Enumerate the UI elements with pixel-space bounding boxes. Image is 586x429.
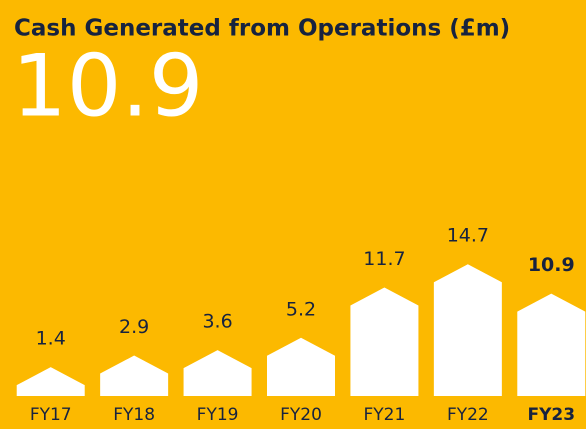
bar — [517, 293, 586, 396]
bar — [183, 350, 252, 396]
headline-value: 10.9 — [12, 36, 203, 136]
x-tick-label: FY21 — [364, 405, 406, 425]
bar — [267, 337, 335, 396]
chart-title: Cash Generated from Operations (£m) — [14, 16, 510, 42]
x-tick-label: FY19 — [197, 405, 239, 425]
x-tick-label: FY20 — [280, 405, 322, 425]
bar — [433, 264, 502, 396]
bar — [350, 287, 419, 396]
value-label: 3.6 — [202, 311, 232, 333]
value-label: 2.9 — [119, 316, 149, 338]
x-tick-label: FY17 — [30, 405, 72, 425]
value-label: 1.4 — [36, 328, 66, 350]
value-label: 10.9 — [528, 254, 575, 276]
x-tick-label: FY22 — [447, 405, 489, 425]
value-label: 11.7 — [363, 248, 405, 270]
x-tick-label: FY18 — [113, 405, 155, 425]
bar — [100, 355, 169, 396]
x-tick-label: FY23 — [527, 405, 575, 425]
value-label: 14.7 — [447, 225, 489, 247]
value-label: 5.2 — [286, 298, 316, 320]
bar — [16, 367, 85, 396]
